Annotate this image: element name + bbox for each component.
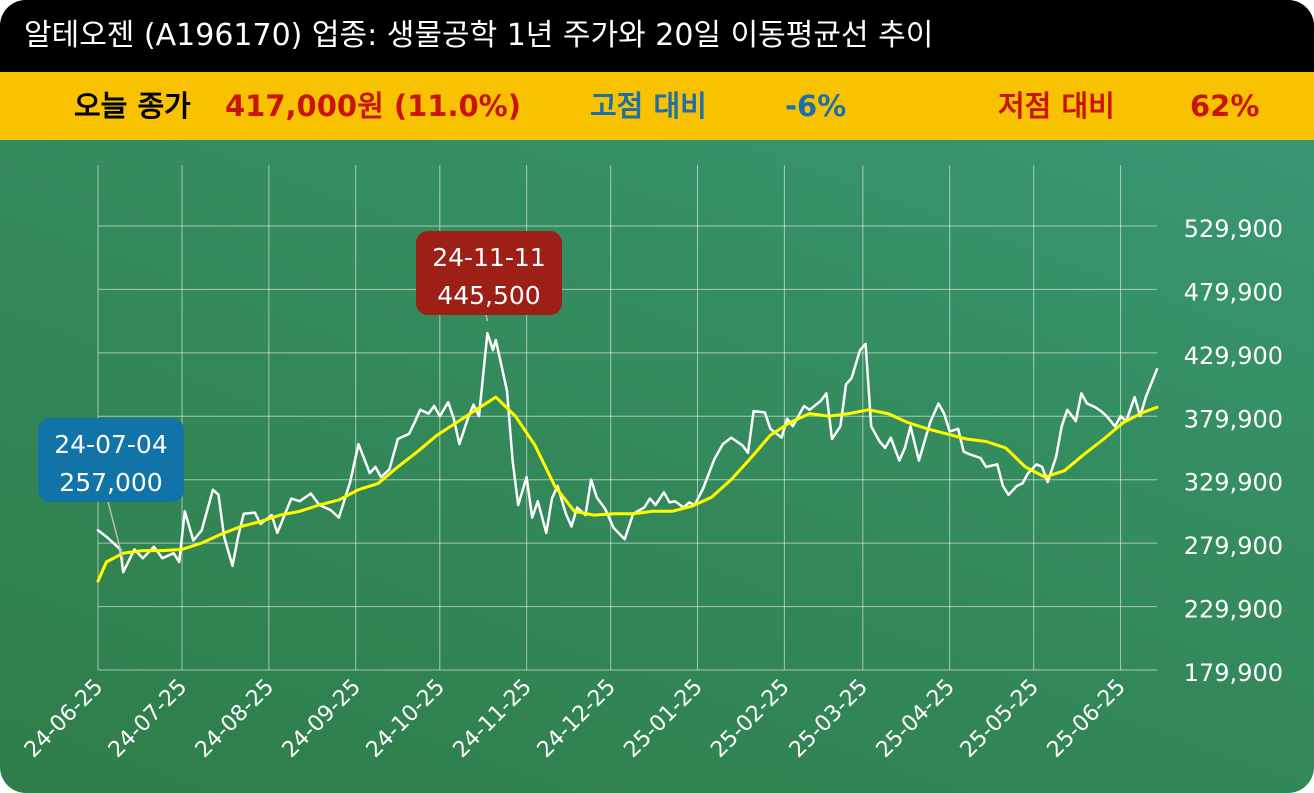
callout-box-high [416,231,562,315]
x-tick-label: 24-09-25 [278,675,366,763]
vs-low-value: 62% [1190,89,1260,123]
callout-box-low [38,418,184,502]
x-tick-label: 24-07-25 [104,675,192,763]
x-tick-label: 25-04-25 [872,675,960,763]
x-tick-label: 25-01-25 [619,675,707,763]
vs-high-label: 고점 대비 [590,89,707,123]
vs-high-value: -6% [785,89,847,123]
page-title: 알테오젠 (A196170) 업종: 생물공학 1년 주가와 20일 이동평균선… [24,18,934,53]
summary-bar: 오늘 종가 417,000원 (11.0%) 고점 대비 -6% 저점 대비 6… [0,72,1314,140]
callout-leader-high [485,314,489,322]
callout-leader-low [107,501,124,561]
y-tick-label: 479,900 [1184,278,1283,306]
price-chart: 529,900 479,900 429,900 379,900 329,900 279,9… [20,165,1283,763]
vs-low-label: 저점 대비 [998,89,1115,123]
y-tick-label: 229,900 [1184,596,1283,624]
y-tick-label: 379,900 [1184,405,1283,433]
callout-date-low: 24-07-04 [54,430,167,459]
x-tick-label: 25-05-25 [956,675,1044,763]
y-tick-label: 279,900 [1184,532,1283,560]
callout-value-high: 445,500 [437,281,540,310]
title-bar: 알테오젠 (A196170) 업종: 생물공학 1년 주가와 20일 이동평균선… [0,0,1314,72]
y-tick-label: 179,900 [1184,659,1283,687]
x-tick-label: 24-11-25 [449,675,537,763]
y-tick-label: 429,900 [1184,342,1283,370]
x-tick-label: 24-06-25 [20,675,108,763]
x-tick-label: 24-12-25 [533,675,621,763]
today-close-value: 417,000원 (11.0%) [225,89,521,123]
series-line-price [96,331,1159,574]
today-close-label: 오늘 종가 [74,89,191,123]
x-tick-label: 24-08-25 [191,675,279,763]
callout-date-high: 24-11-11 [432,243,545,272]
callout-value-low: 257,000 [59,468,162,497]
y-tick-label: 529,900 [1184,215,1283,243]
series-line-ma20 [96,395,1159,583]
x-tick-label: 25-06-25 [1043,675,1131,763]
x-tick-label: 25-02-25 [706,675,794,763]
x-tick-label: 24-10-25 [362,675,450,763]
x-tick-label: 25-03-25 [785,675,873,763]
y-tick-label: 329,900 [1184,469,1283,497]
